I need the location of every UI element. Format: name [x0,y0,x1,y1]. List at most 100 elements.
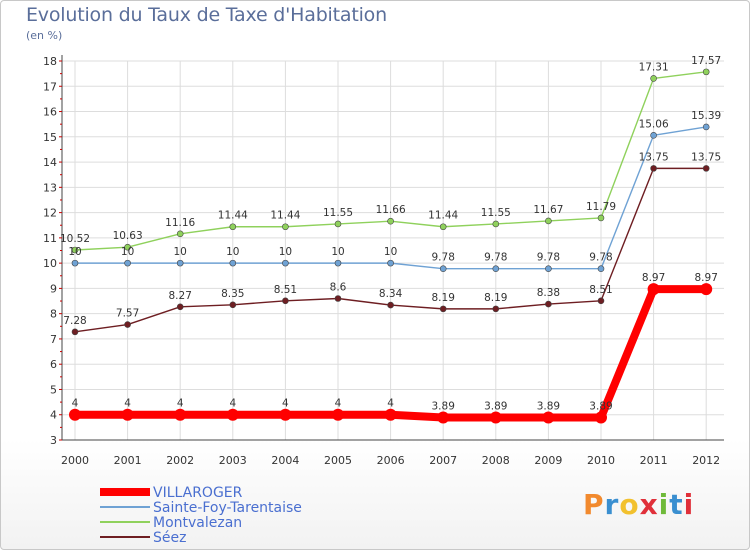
data-label: 8.38 [537,287,560,299]
data-point [597,265,605,272]
data-label: 10 [174,246,187,258]
data-point [176,303,184,311]
legend-label: Séez [153,530,186,546]
y-tick-label: 4 [50,409,57,422]
y-tick-label: 15 [43,131,57,144]
data-label: 11.55 [323,207,353,219]
x-tick-label: 2008 [482,454,510,467]
data-label: 8.19 [484,292,507,304]
data-label: 3.89 [589,401,612,413]
x-tick-label: 2000 [61,454,89,467]
data-point [437,411,450,424]
data-point [492,265,500,272]
data-label: 4 [387,398,394,410]
data-label: 8.27 [169,290,192,302]
data-point [492,220,500,228]
unit-label: (en %) [26,29,63,42]
x-tick-label: 2001 [114,454,142,467]
data-label: 11.44 [270,210,300,222]
data-point [542,411,555,424]
logo-letter: P [583,488,605,521]
logo-letter: o [619,488,640,521]
x-tick-label: 2003 [219,454,247,467]
data-point [124,259,131,267]
data-point [226,408,239,421]
logo-letter: i [683,488,695,521]
data-point [387,301,394,309]
data-point [334,259,342,267]
y-tick-label: 5 [50,383,57,396]
data-point [545,217,552,225]
data-label: 3.89 [537,401,560,413]
data-point [597,297,605,305]
data-label: 8.51 [589,284,612,296]
data-point [229,223,237,231]
data-label: 11.44 [218,210,248,222]
data-label: 11.79 [586,201,616,213]
data-point [489,411,502,424]
data-label: 9.78 [484,252,507,264]
y-tick-label: 7 [50,333,57,346]
data-point [174,408,187,421]
y-tick-label: 8 [50,308,57,321]
legend-label: VILLAROGER [153,485,243,501]
data-label: 11.44 [428,210,458,222]
data-point [279,408,292,421]
logo-letter: t [669,488,684,521]
data-label: 10 [226,246,239,258]
data-label: 4 [72,398,79,410]
data-point [282,259,289,267]
data-label: 10 [121,246,134,258]
data-point [492,305,500,313]
data-point [384,408,397,421]
y-tick-label: 12 [43,207,57,220]
data-point [439,265,447,272]
data-point [71,259,79,267]
data-label: 10.52 [60,233,90,245]
data-label: 11.66 [376,204,406,216]
data-point [650,165,657,172]
logo-letter: i [658,488,670,521]
data-label: 13.75 [691,151,721,163]
data-point [387,259,394,267]
data-point [71,246,79,254]
x-tick-label: 2006 [377,454,405,467]
data-point [229,301,237,309]
data-point [334,220,342,228]
data-point [439,223,447,231]
x-tick-label: 2009 [534,454,562,467]
data-label: 10 [279,246,292,258]
data-label: 15.06 [639,118,669,130]
data-label: 4 [335,398,342,410]
x-tick-label: 2010 [587,454,615,467]
x-tick-label: 2005 [324,454,352,467]
data-label: 11.67 [533,204,563,216]
data-point [545,265,552,272]
data-label: 7.57 [116,308,139,320]
data-label: 10 [68,246,81,258]
y-tick-label: 16 [43,106,57,119]
data-point [282,223,289,231]
proxiti-logo: Proxiti [583,488,694,521]
data-label: 4 [229,398,236,410]
data-label: 9.78 [589,252,612,264]
x-tick-label: 2007 [429,454,457,467]
data-point [124,321,131,328]
y-tick-label: 3 [50,434,57,447]
data-label: 9.78 [432,252,455,264]
data-point [650,131,657,139]
data-point [229,259,237,267]
data-label: 13.75 [639,151,669,163]
data-label: 8.34 [379,288,403,300]
data-label: 17.31 [639,61,669,73]
data-point [69,408,81,421]
data-point [71,328,79,336]
data-point [439,305,447,313]
legend-label: Montvalezan [153,515,242,531]
data-point [176,230,184,238]
data-label: 8.35 [221,288,244,300]
logo-letter: x [639,488,659,521]
data-point [650,75,657,82]
